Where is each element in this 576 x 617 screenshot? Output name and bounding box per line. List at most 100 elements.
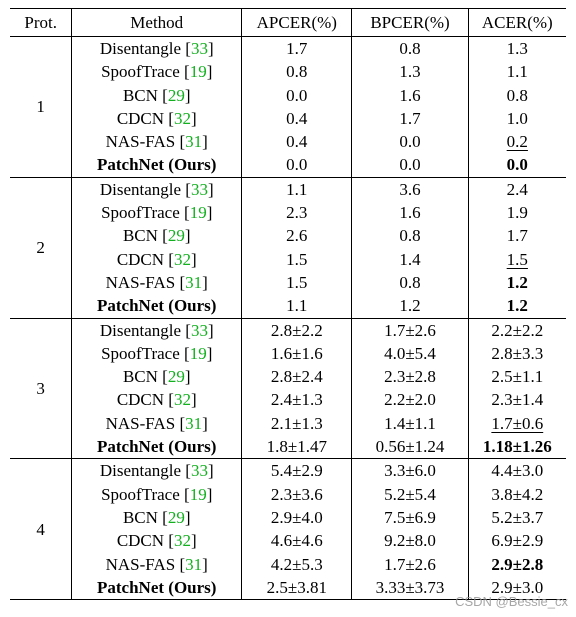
citation-link[interactable]: 19 (189, 62, 207, 82)
method-name: BCN (122, 367, 158, 387)
citation-link[interactable]: 29 (167, 367, 185, 387)
results-table: Prot. Method APCER(%) BPCER(%) ACER(%) 1… (10, 8, 566, 600)
bpcer-cell-value: 3.33±3.73 (375, 577, 445, 597)
table-row: SpoofTrace [19] 1.6±1.6 4.0±5.4 2.8±3.3 (10, 341, 566, 366)
method-name: Disentangle (99, 179, 182, 199)
apcer-cell-value: 1.5 (286, 272, 308, 292)
bpcer-cell-value: 1.7±2.6 (384, 554, 436, 574)
table-body: 1 Disentangle [33] 1.7 0.8 1.3 SpoofTrace [19… (10, 36, 566, 600)
protocol-cell: 3 (10, 318, 73, 459)
citation-link[interactable]: 32 (173, 108, 191, 128)
method-cell: PatchNet (Ours) (71, 294, 243, 319)
bpcer-cell-value: 2.2±2.0 (384, 390, 436, 410)
acer-cell: 0.0 (468, 153, 566, 177)
apcer-cell-value: 0.8 (286, 62, 308, 82)
acer-cell-value: 1.9 (506, 203, 528, 223)
acer-cell-value: 1.1 (506, 62, 528, 82)
apcer-cell-value: 1.5 (286, 249, 308, 269)
citation-link[interactable]: 33 (190, 39, 208, 58)
method-cell: BCN [29] (71, 505, 243, 530)
method-name: SpoofTrace (101, 62, 180, 82)
header-bpcer: BPCER(%) (351, 8, 469, 37)
apcer-cell-value: 2.9±4.0 (270, 507, 323, 527)
acer-cell: 2.5±1.1 (468, 365, 566, 388)
acer-cell: 1.7±0.6 (468, 412, 566, 435)
table-row: 3 Disentangle [33] 2.8±2.2 1.7±2.6 2.2±2.2 (10, 318, 566, 459)
citation-link[interactable]: 29 (167, 85, 185, 105)
apcer-cell-value: 2.3±3.6 (270, 484, 323, 504)
acer-cell-value: 0.0 (506, 155, 528, 175)
citation-link[interactable]: 19 (189, 203, 207, 223)
method-name: SpoofTrace (101, 203, 180, 223)
method-name: NAS-FAS (105, 272, 176, 292)
bpcer-cell: 2.2±2.0 (351, 388, 469, 412)
acer-cell-value: 1.2 (506, 296, 528, 316)
method-cell: CDCN [32] (71, 529, 243, 553)
apcer-cell: 0.4 (241, 130, 353, 154)
bpcer-cell-value: 0.8 (399, 272, 421, 292)
table-row: NAS-FAS [31] 2.1±1.3 1.4±1.1 1.7±0.6 (10, 411, 566, 436)
method-cell: NAS-FAS [31] (71, 552, 243, 576)
bpcer-cell-value: 1.2 (399, 296, 421, 316)
method-name: PatchNet (Ours) (97, 437, 217, 457)
citation-link[interactable]: 32 (173, 531, 191, 551)
bpcer-cell: 1.4 (351, 247, 469, 271)
method-name: NAS-FAS (105, 132, 176, 152)
acer-cell-value: 2.4 (506, 179, 528, 199)
citation-link[interactable]: 19 (189, 484, 207, 504)
bpcer-cell-value: 0.8 (399, 39, 421, 58)
acer-cell: 2.9±2.8 (468, 553, 566, 576)
citation-link[interactable]: 29 (167, 507, 185, 527)
bpcer-cell: 9.2±8.0 (351, 529, 469, 553)
bpcer-cell: 3.6 (351, 177, 469, 202)
table-row: NAS-FAS [31] 1.5 0.8 1.2 (10, 270, 566, 295)
bpcer-cell: 1.6 (351, 83, 469, 107)
citation-link[interactable]: 29 (167, 226, 185, 246)
apcer-cell-value: 2.4±1.3 (270, 390, 323, 410)
bpcer-cell-value: 0.56±1.24 (375, 437, 445, 457)
citation-link[interactable]: 33 (190, 461, 208, 481)
acer-cell-value: 0.8 (506, 85, 528, 105)
method-cell: PatchNet (Ours) (71, 575, 243, 600)
acer-cell: 1.3 (468, 37, 566, 61)
bpcer-cell: 1.7 (351, 106, 469, 131)
table-row: CDCN [32] 1.5 1.4 1.5 (10, 247, 566, 271)
citation-link[interactable]: 31 (185, 132, 203, 152)
method-name: Disentangle (99, 39, 182, 58)
bpcer-cell: 3.3±6.0 (351, 458, 469, 483)
bpcer-cell: 1.6 (351, 201, 469, 225)
acer-cell-value: 1.7 (506, 226, 528, 246)
apcer-cell: 2.3 (241, 201, 353, 225)
method-cell: CDCN [32] (71, 247, 243, 271)
bpcer-cell: 1.4±1.1 (351, 411, 469, 436)
bpcer-cell-value: 4.0±5.4 (384, 343, 436, 363)
acer-cell: 1.1 (468, 60, 566, 83)
citation-link[interactable]: 31 (185, 272, 203, 292)
citation-link[interactable]: 33 (190, 320, 208, 340)
citation-link[interactable]: 33 (190, 179, 208, 199)
method-cell: NAS-FAS [31] (71, 411, 243, 436)
method-cell: BCN [29] (71, 365, 243, 389)
bpcer-cell-value: 1.6 (399, 85, 421, 105)
citation-link[interactable]: 32 (173, 390, 191, 410)
acer-cell-value: 2.2±2.2 (491, 320, 544, 340)
apcer-cell: 2.9±4.0 (241, 505, 353, 530)
header-acer: ACER(%) (481, 12, 553, 32)
method-cell: Disentangle [33] (71, 36, 243, 61)
acer-cell-value: 2.8±3.3 (491, 343, 544, 363)
method-cell: SpoofTrace [19] (71, 201, 243, 225)
apcer-cell-value: 0.0 (286, 85, 308, 105)
bpcer-cell-value: 1.4 (399, 249, 421, 269)
citation-link[interactable]: 32 (173, 249, 191, 269)
method-name: CDCN (116, 390, 165, 410)
table-row: SpoofTrace [19] 0.8 1.3 1.1 (10, 60, 566, 84)
acer-cell: 2.8±3.3 (468, 342, 566, 365)
table-row: BCN [29] 0.0 1.6 0.8 (10, 83, 566, 107)
citation-link[interactable]: 31 (185, 554, 203, 574)
table-row: PatchNet (Ours) 1.1 1.2 1.2 (10, 294, 566, 319)
protocol-cell: 4 (10, 458, 73, 600)
citation-link[interactable]: 19 (189, 343, 207, 363)
acer-cell: 0.8 (468, 84, 566, 107)
citation-link[interactable]: 31 (185, 413, 203, 433)
bpcer-cell-value: 0.0 (399, 132, 421, 152)
